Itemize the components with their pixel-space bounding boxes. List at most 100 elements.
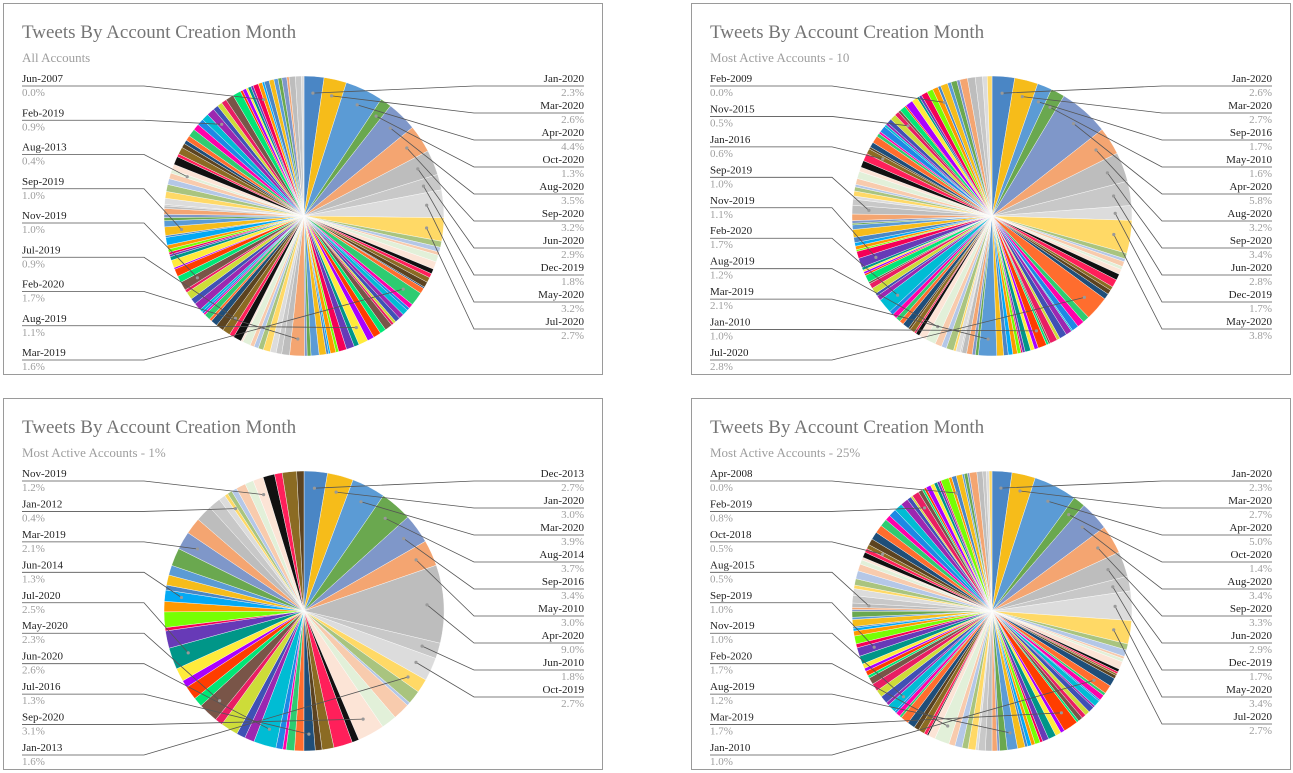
pie-chart: Jan-20202.3%Mar-20202.7%Apr-20205.0%Oct-… (710, 468, 1273, 768)
slice-percent: 1.2% (710, 270, 733, 282)
slice-label: Mar-2019 (22, 347, 66, 359)
leader-dot (267, 727, 271, 731)
leader-line (1073, 123, 1272, 195)
slice-label: Jul-2020 (710, 347, 749, 359)
slice-percent: 0.4% (22, 512, 45, 524)
leader-dot (425, 603, 429, 607)
slice-percent: 1.0% (22, 190, 45, 202)
slice-percent: 1.7% (22, 293, 45, 305)
leader-line (22, 119, 222, 125)
leader-line (710, 693, 1011, 734)
leader-line (710, 176, 870, 211)
leader-line (710, 116, 909, 127)
slice-label: Jan-2013 (22, 742, 63, 754)
leader-line (312, 85, 584, 94)
leader-line (710, 541, 883, 555)
leader-line (1112, 586, 1272, 671)
leader-dot (1067, 513, 1071, 517)
slice-label: Aug-2020 (1227, 208, 1272, 220)
leader-dot (1059, 711, 1063, 715)
leader-line (1097, 547, 1272, 617)
leader-line (417, 168, 584, 249)
leader-dot (262, 493, 266, 497)
slice-label: Mar-2019 (710, 286, 754, 298)
slice-label: Aug-2019 (710, 256, 755, 268)
leader-dot (942, 100, 946, 104)
slice-percent: 1.0% (710, 634, 733, 646)
leader-line (710, 679, 1095, 756)
slice-label: Sep-2020 (1230, 603, 1273, 615)
leader-line (1047, 500, 1272, 536)
pie-slice (988, 470, 993, 612)
leader-line (415, 559, 584, 617)
leader-dot (179, 227, 184, 232)
slice-percent: 1.1% (22, 327, 45, 339)
leader-line (1082, 526, 1272, 590)
slice-percent: 0.5% (710, 543, 733, 555)
leader-line (22, 188, 182, 230)
slice-percent: 0.5% (710, 573, 733, 585)
slice-label: Jun-2014 (22, 559, 63, 571)
slice-percent: 3.2% (1249, 222, 1272, 234)
slice-label: Nov-2015 (710, 103, 755, 115)
slice-label: Feb-2019 (710, 498, 753, 510)
leader-line (426, 227, 584, 330)
chart-panel-most-active-10: Tweets By Account Creation Month Most Ac… (691, 3, 1291, 375)
leader-dot (1112, 232, 1116, 237)
leader-lines (22, 480, 584, 756)
slice-label: Nov-2019 (22, 210, 67, 222)
leader-dot (1071, 122, 1076, 126)
slice-percent: 3.4% (1249, 698, 1272, 710)
leader-dot (874, 255, 878, 259)
leader-dot (185, 175, 189, 179)
leader-line (710, 329, 1037, 332)
leader-dot (1113, 604, 1117, 608)
chart-panel-most-active-25pct: Tweets By Account Creation Month Most Ac… (691, 398, 1291, 770)
leader-dot (1036, 100, 1040, 104)
leader-line (22, 288, 404, 361)
slice-label: Jan-2016 (710, 134, 751, 146)
leader-dot (1092, 678, 1096, 682)
leader-line (22, 480, 264, 495)
slice-label: Feb-2019 (22, 107, 65, 119)
leader-dot (354, 326, 358, 330)
leader-line (1113, 195, 1272, 276)
leader-line (710, 571, 870, 607)
slice-label: Aug-2015 (710, 559, 755, 571)
leader-line (22, 541, 198, 550)
slice-percent: 2.9% (1249, 644, 1272, 656)
leader-dot (881, 552, 885, 556)
slice-label: May-2020 (22, 620, 68, 632)
slice-percent: 1.6% (22, 756, 45, 768)
slice-percent: 0.0% (22, 87, 45, 99)
leader-dot (872, 645, 876, 649)
leader-dot (218, 699, 222, 703)
slice-percent: 2.7% (561, 482, 584, 494)
leader-line (22, 693, 309, 735)
leader-line (1114, 606, 1272, 698)
slice-percent: 1.7% (710, 726, 733, 738)
slice-percent: 2.8% (710, 361, 733, 373)
leader-line (22, 325, 357, 328)
slice-percent: 3.8% (1249, 330, 1272, 342)
leader-dot (901, 695, 906, 699)
leader-dot (311, 91, 315, 95)
slice-label: Jan-2020 (1232, 73, 1273, 85)
leader-dot (186, 651, 190, 655)
slice-label: Nov-2019 (710, 195, 755, 207)
leader-dot (896, 293, 900, 297)
leader-lines (710, 85, 1272, 361)
slice-percent: 1.2% (710, 695, 733, 707)
slice-label: Oct-2019 (542, 684, 584, 696)
leader-dot (1020, 95, 1024, 99)
leader-dot (1080, 525, 1084, 529)
leader-line (336, 491, 584, 509)
slice-percent: 1.7% (710, 239, 733, 251)
leader-dot (946, 724, 950, 728)
leader-dot (986, 337, 990, 341)
leader-dot (405, 146, 409, 150)
slice-percent: 3.0% (561, 617, 584, 629)
slice-percent: 0.0% (710, 482, 733, 494)
slice-label: Sep-2020 (1230, 235, 1273, 247)
leader-dot (867, 208, 871, 212)
